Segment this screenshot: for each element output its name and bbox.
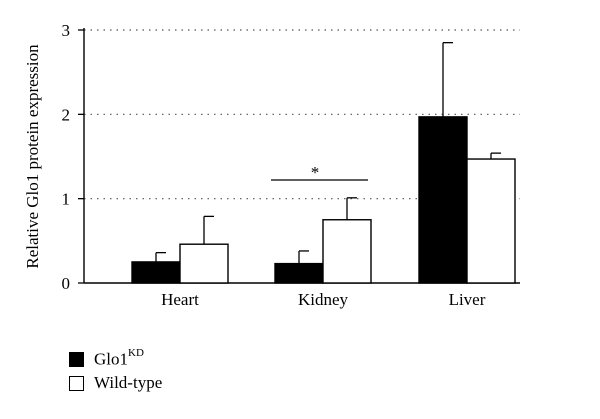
- legend-swatch-wild-type: [69, 375, 84, 391]
- bars: [131, 42, 516, 284]
- legend-swatch-glo1kd: [69, 351, 84, 367]
- legend-item-glo1kd: Glo1KD: [69, 347, 162, 371]
- category-label: Heart: [161, 290, 199, 309]
- grid-lines: [84, 29, 520, 200]
- y-axis-title: Relative Glo1 protein expression: [23, 44, 42, 269]
- significance-star: *: [311, 163, 320, 182]
- bar-glo1kd-kidney: [274, 262, 324, 284]
- category-label: Kidney: [298, 290, 349, 309]
- legend-item-wild-type: Wild-type: [69, 371, 162, 395]
- category-label: Liver: [449, 290, 486, 309]
- legend-label-wild-type: Wild-type: [94, 373, 163, 392]
- bar-wild-type-heart: [179, 243, 229, 284]
- bar-glo1kd-heart: [131, 261, 181, 284]
- bar-wild-type-kidney: [322, 219, 372, 284]
- significance-annotation: *: [271, 163, 368, 182]
- y-tick-label: 2: [62, 105, 71, 124]
- legend-label-glo1kd: Glo1KD: [94, 346, 144, 369]
- y-tick-label: 1: [62, 190, 71, 209]
- bar-wild-type-liver: [466, 158, 516, 284]
- legend: Glo1KD Wild-type: [69, 347, 162, 395]
- bar-glo1kd-liver: [418, 116, 468, 284]
- labels: 0 1 2 3 Heart Kidney Liver: [62, 21, 486, 309]
- y-tick-label: 0: [62, 274, 71, 293]
- y-tick-label: 3: [62, 21, 71, 40]
